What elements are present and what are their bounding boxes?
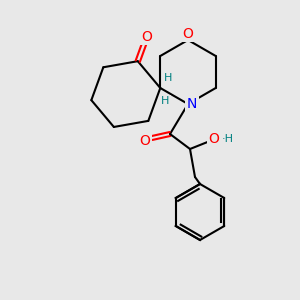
Text: H: H [161, 96, 170, 106]
Text: O: O [183, 27, 194, 41]
Text: O: O [141, 30, 152, 44]
Text: O: O [208, 132, 219, 146]
Text: H: H [164, 73, 172, 83]
Text: O: O [140, 134, 150, 148]
Text: ·H: ·H [222, 134, 234, 144]
Text: N: N [187, 97, 197, 111]
